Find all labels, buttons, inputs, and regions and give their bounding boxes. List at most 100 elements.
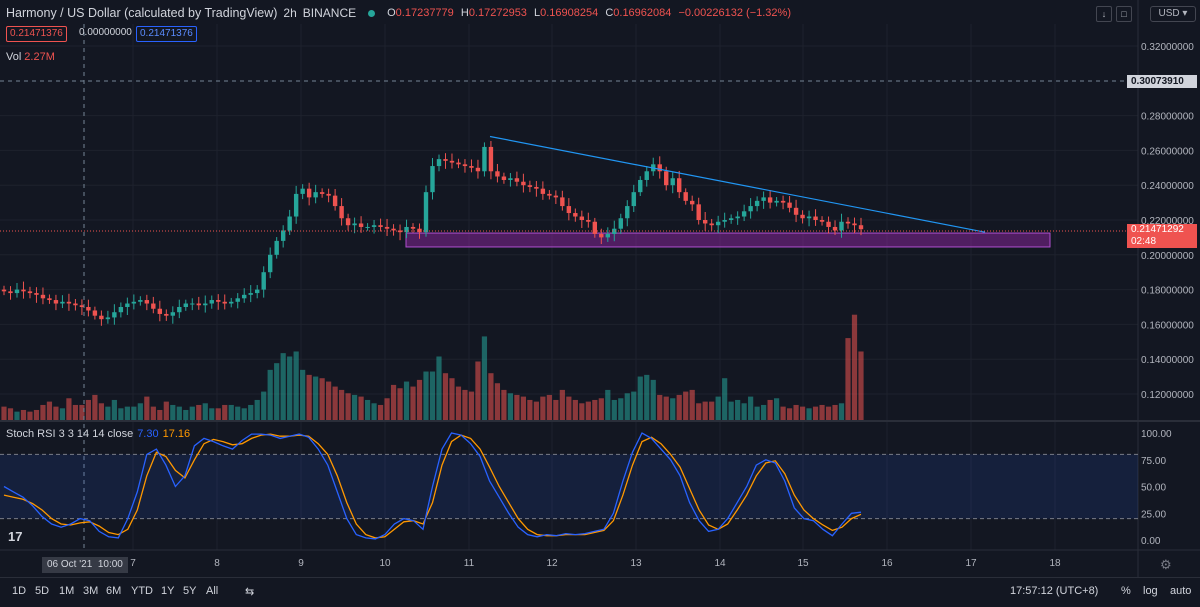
volume-bar	[7, 408, 14, 420]
candle-body	[326, 193, 331, 196]
candle-body	[560, 197, 565, 207]
candle-body	[339, 206, 344, 219]
timeframe-5d[interactable]: 5D	[35, 585, 50, 597]
candle-body	[599, 233, 604, 238]
volume-bar	[449, 378, 455, 420]
ask-box[interactable]: 0.21471376	[136, 26, 197, 42]
volume-bar	[85, 399, 92, 420]
candle-body	[767, 197, 773, 203]
volume-bar	[196, 404, 202, 420]
volume-bar	[507, 393, 514, 420]
percent-toggle[interactable]: %	[1121, 585, 1131, 597]
volume-bar	[144, 396, 150, 420]
volume-group	[1, 314, 864, 420]
volume-bar	[176, 406, 182, 420]
candle-body	[462, 164, 468, 167]
ohlc-values: O0.17237779 H0.17272953 L0.16908254 C0.1…	[387, 7, 791, 19]
volume-bar	[170, 404, 176, 420]
volume-bar	[825, 406, 832, 420]
candle-body	[813, 216, 818, 220]
candle-body	[436, 159, 442, 167]
volume-bar	[481, 336, 488, 420]
chart-controls: ↓ □	[1096, 6, 1132, 22]
spread-box: 0.00000000	[79, 27, 132, 38]
candle-body	[40, 294, 46, 299]
volume-bar	[390, 384, 397, 420]
candle-body	[138, 300, 143, 302]
volume-bar	[592, 399, 598, 420]
rsi-d-value: 17.16	[162, 428, 191, 440]
interval-label[interactable]: 2h	[283, 6, 297, 20]
candle-body	[858, 225, 864, 230]
date-range-icon[interactable]: ⇆	[245, 586, 255, 598]
time-axis-label: 14	[714, 558, 726, 569]
timeframe-ytd[interactable]: YTD	[131, 585, 153, 597]
volume-bar	[663, 396, 669, 420]
candle-body	[8, 291, 13, 294]
tradingview-logo-icon[interactable]: 17	[8, 529, 23, 544]
volume-bar	[644, 374, 650, 420]
candle-body	[527, 185, 533, 187]
timeframe-1m[interactable]: 1M	[59, 585, 75, 597]
candle-body	[183, 303, 188, 307]
bottom-toolbar: 1D 5D 1M 3M 6M YTD 1Y 5Y All ⇆ 17:57:12 …	[0, 577, 1200, 607]
volume-bar	[377, 404, 384, 420]
auto-toggle[interactable]: auto	[1170, 585, 1192, 597]
candle-body	[664, 171, 669, 186]
candle-body	[417, 228, 422, 233]
clock[interactable]: 17:57:12 (UTC+8)	[1010, 585, 1099, 597]
volume-bar	[358, 396, 364, 420]
rsi-axis-label: 25.00	[1141, 509, 1166, 520]
time-axis-label: 17	[965, 558, 977, 569]
volume-bar	[799, 406, 806, 420]
timeframe-1d[interactable]: 1D	[12, 585, 27, 597]
gear-icon[interactable]: ⚙	[1160, 557, 1172, 572]
volume-bar	[683, 391, 689, 420]
volume-bar	[235, 406, 241, 420]
timeframe-6m[interactable]: 6M	[106, 585, 122, 597]
log-toggle[interactable]: log	[1143, 585, 1158, 597]
volume-bar	[27, 411, 33, 420]
volume-bar	[670, 398, 676, 420]
volume-bar	[546, 394, 552, 420]
candle-body	[53, 300, 59, 304]
volume-bar	[845, 338, 851, 420]
volume-bar	[416, 379, 423, 420]
time-axis-label: 15	[797, 558, 809, 569]
arrow-down-icon[interactable]: ↓	[1096, 6, 1112, 22]
timeframe-3m[interactable]: 3M	[83, 585, 99, 597]
currency-selector[interactable]: USD ▾	[1150, 6, 1196, 22]
candle-body	[514, 178, 520, 182]
volume-bar	[488, 373, 494, 420]
symbol-title[interactable]: Harmony / US Dollar (calculated by Tradi…	[6, 6, 278, 20]
candle-body	[702, 220, 708, 224]
candle-body	[216, 300, 221, 302]
volume-value: 2.27M	[24, 51, 55, 63]
timeframe-1y[interactable]: 1Y	[161, 585, 175, 597]
candle-body	[469, 166, 474, 168]
time-axis-label: 11	[464, 558, 475, 569]
candle-body	[852, 223, 857, 226]
candle-body	[605, 233, 610, 238]
volume-bar	[689, 389, 695, 420]
volume-bar	[92, 394, 98, 420]
candle-body	[164, 313, 169, 316]
candle-body	[618, 218, 623, 229]
volume-bar	[462, 389, 468, 420]
candle-body	[410, 226, 416, 229]
volume-bar	[403, 381, 410, 420]
volume-bar	[202, 403, 208, 420]
timeframe-all[interactable]: All	[206, 585, 219, 597]
fullscreen-icon[interactable]: □	[1116, 6, 1132, 22]
volume-bar	[637, 376, 643, 420]
candle-body	[365, 226, 370, 228]
volume-bar	[786, 408, 793, 420]
bid-box[interactable]: 0.21471376	[6, 26, 67, 42]
volume-bar	[339, 389, 345, 420]
candle-body	[21, 289, 26, 292]
timeframe-5y[interactable]: 5Y	[183, 585, 197, 597]
volume-bar	[741, 403, 747, 420]
candle-body	[806, 216, 812, 219]
volume-bar	[715, 396, 721, 420]
